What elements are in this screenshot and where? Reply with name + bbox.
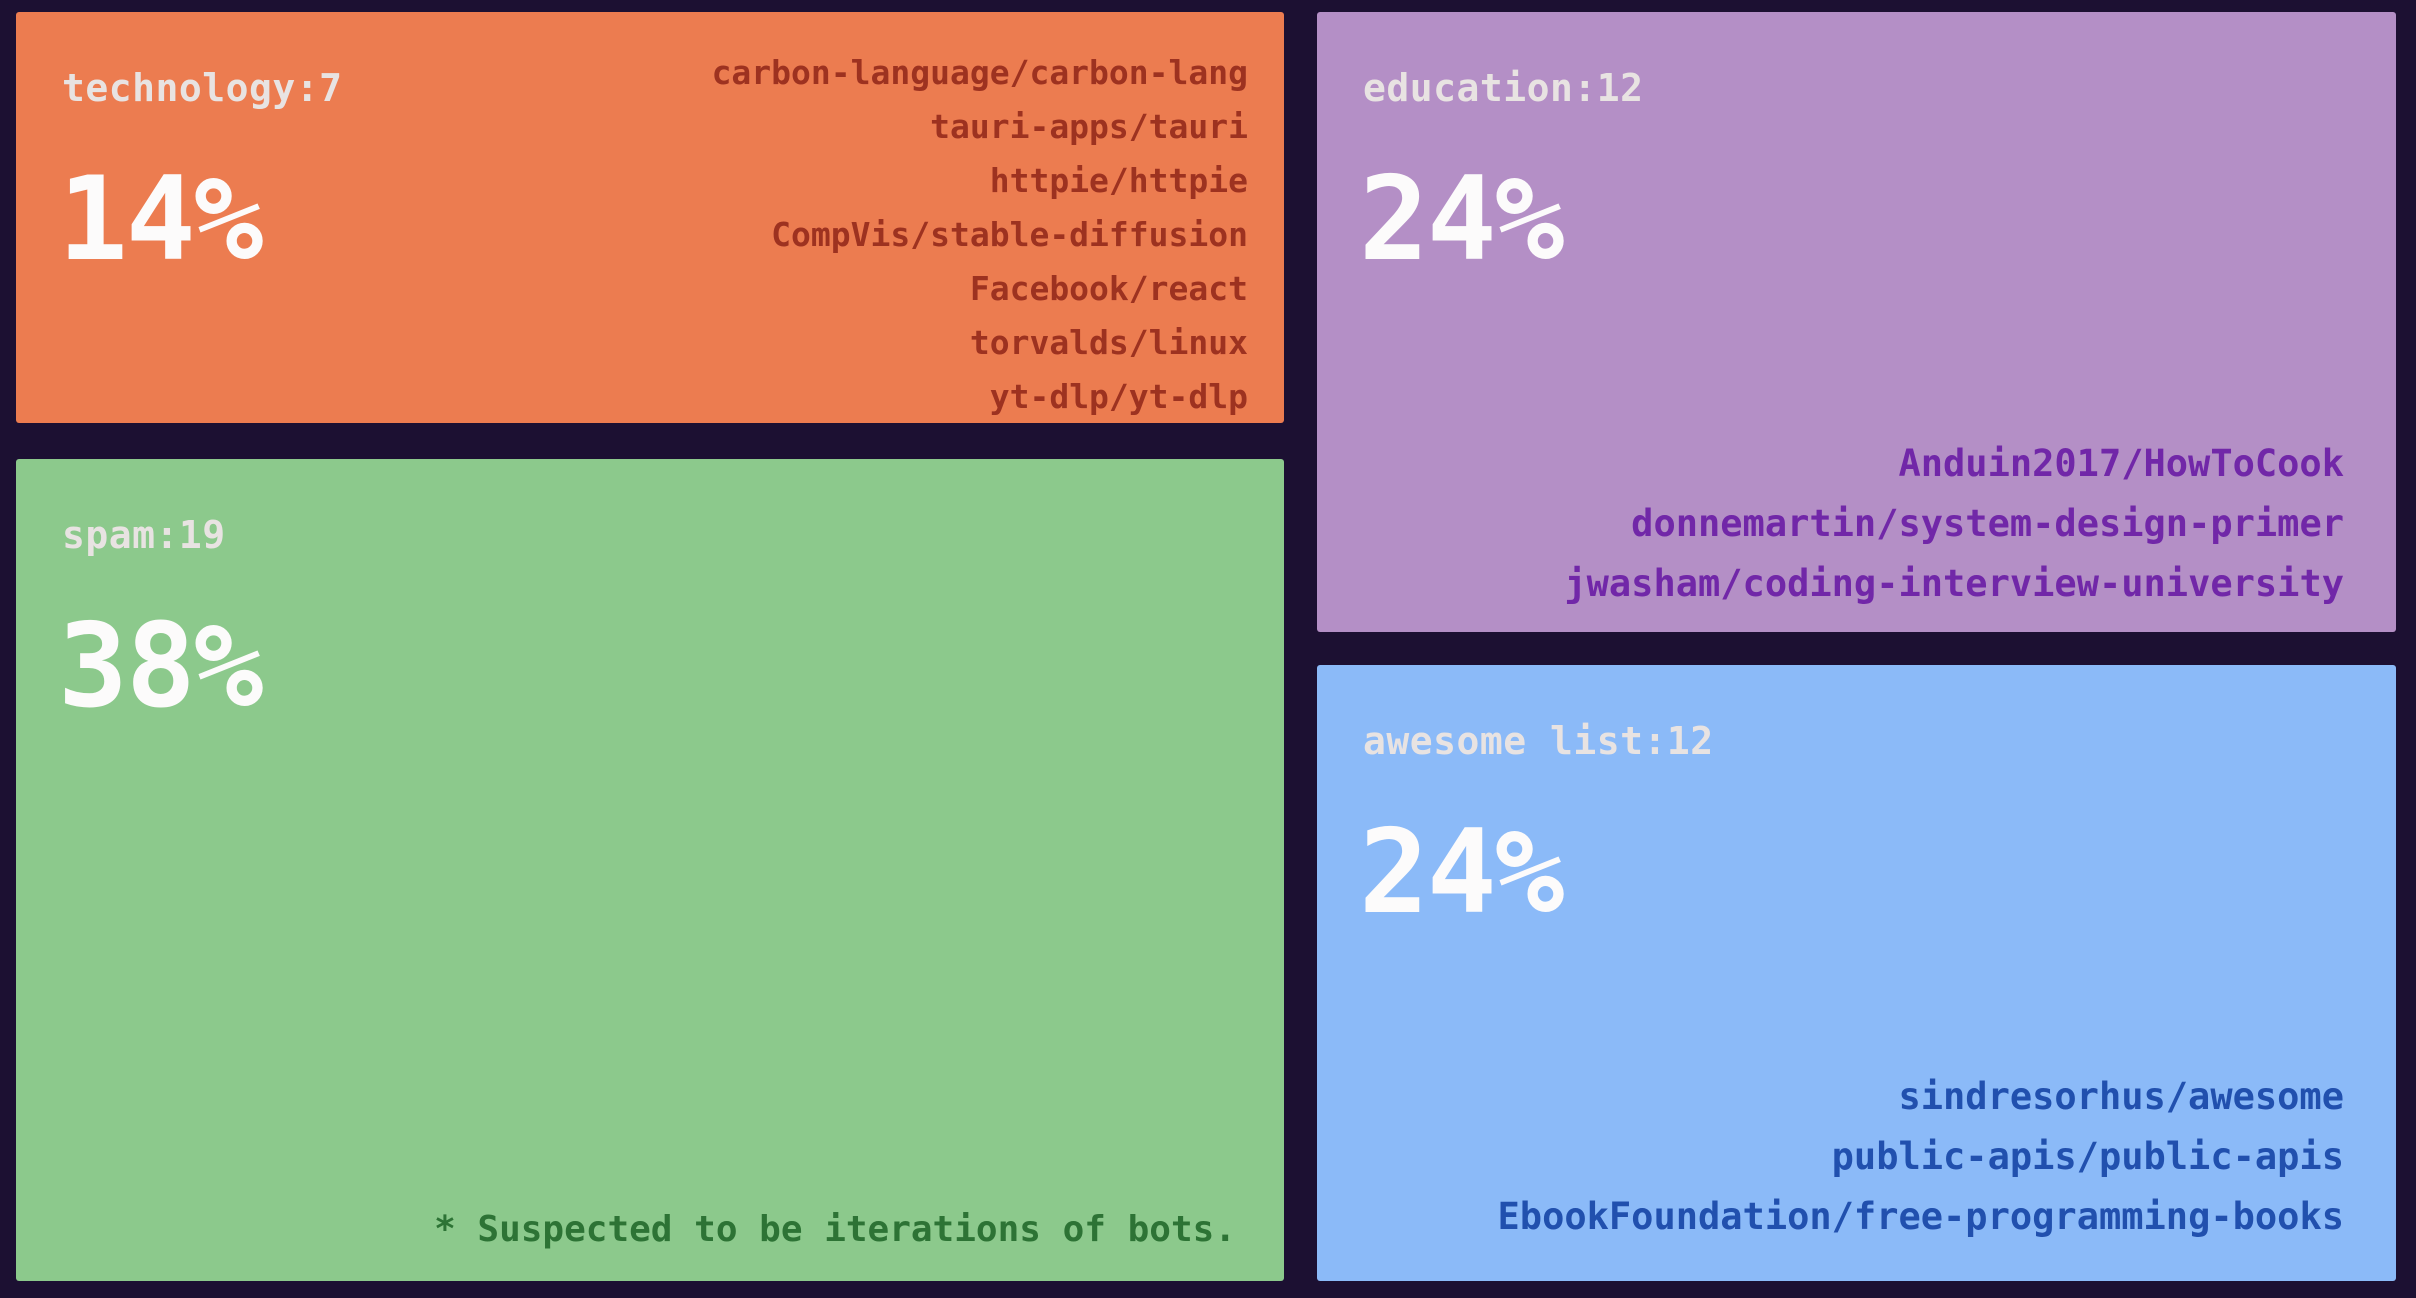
repo-item: Anduin2017/HowToCook	[1898, 442, 2344, 485]
treemap-tile-technology[interactable]: technology:7 14% carbon-language/carbon-…	[16, 12, 1284, 423]
treemap-tile-education[interactable]: education:12 24% Anduin2017/HowToCook don…	[1317, 12, 2396, 632]
repo-item: Facebook/react	[969, 269, 1248, 308]
repo-list-technology: carbon-language/carbon-lang tauri-apps/ta…	[712, 46, 1248, 424]
repo-item: tauri-apps/tauri	[930, 107, 1248, 146]
repo-item: carbon-language/carbon-lang	[711, 53, 1248, 92]
tile-note-spam-bots: * Suspected to be iterations of bots.	[434, 1208, 1236, 1250]
repo-item: public-apis/public-apis	[1831, 1135, 2344, 1178]
treemap-tile-awesome-list[interactable]: awesome list:12 24% sindresorhus/awesome…	[1317, 665, 2396, 1281]
repo-item: CompVis/stable-diffusion	[771, 215, 1248, 254]
repo-item: sindresorhus/awesome	[1898, 1075, 2344, 1118]
repo-item: EbookFoundation/free-programming-books	[1497, 1195, 2344, 1238]
repo-list-education: Anduin2017/HowToCook donnemartin/system-d…	[1564, 434, 2344, 614]
repo-item: yt-dlp/yt-dlp	[989, 377, 1248, 416]
tile-percent-spam: 38%	[58, 599, 264, 734]
tile-label-education: education:12	[1363, 66, 1644, 110]
treemap-tile-spam[interactable]: spam:19 38% * Suspected to be iterations…	[16, 459, 1284, 1281]
tile-label-awesome-list: awesome list:12	[1363, 719, 1714, 763]
tile-percent-awesome-list: 24%	[1359, 805, 1565, 940]
repo-item: torvalds/linux	[969, 323, 1248, 362]
tile-label-spam: spam:19	[62, 513, 226, 557]
repo-item: jwasham/coding-interview-university	[1564, 562, 2344, 605]
repo-item: donnemartin/system-design-primer	[1631, 502, 2344, 545]
repo-list-awesome-list: sindresorhus/awesome public-apis/public-a…	[1498, 1067, 2344, 1247]
tile-percent-education: 24%	[1359, 152, 1565, 287]
repo-item: httpie/httpie	[989, 161, 1248, 200]
tile-label-technology: technology:7	[62, 66, 343, 110]
tile-percent-technology: 14%	[58, 152, 264, 287]
